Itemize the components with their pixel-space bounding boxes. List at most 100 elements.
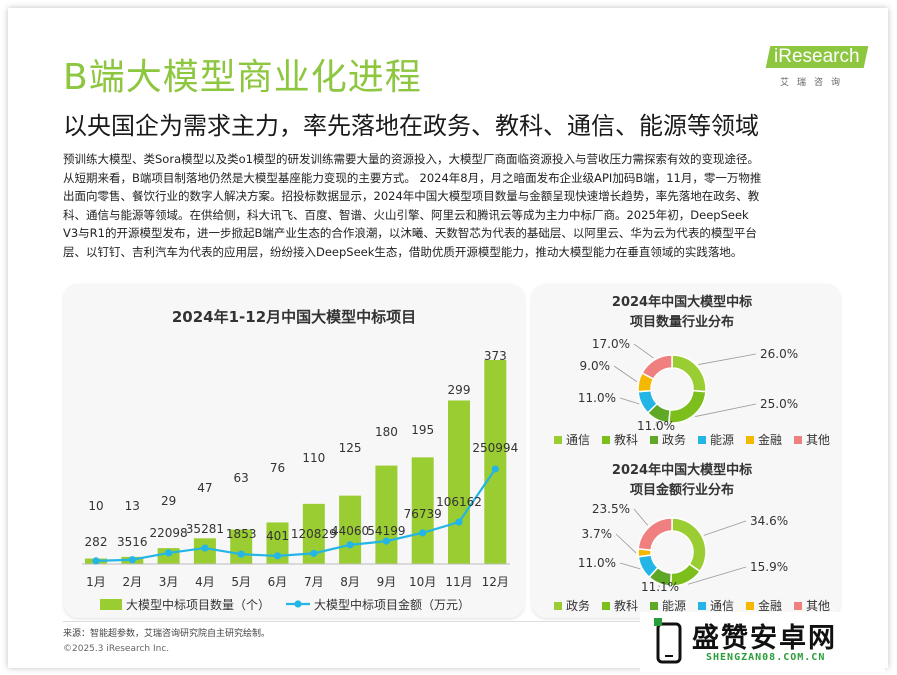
donut-2-leader-5 [615, 533, 637, 554]
x-tick-10: 10月 [409, 575, 436, 589]
x-tick-5: 5月 [231, 575, 251, 589]
bar-label-6: 76 [270, 461, 285, 475]
donut-2-legend-swatch-4 [698, 602, 706, 610]
bar-label-3: 29 [161, 494, 176, 508]
bar-label-12: 373 [484, 349, 507, 363]
amount-point-4 [201, 544, 209, 552]
amount-point-10 [419, 529, 427, 537]
donut-1-title-2: 项目数量行业分布 [630, 314, 734, 330]
donut-2-legend-swatch-6 [794, 602, 802, 610]
body-line-4: 科、通信与能源等领域。在供给侧，科大讯飞、百度、智谱、火山引擎、阿里云和腾讯云等… [63, 207, 749, 222]
donut-2-legend-swatch-5 [746, 602, 754, 610]
donut-2-label-1: 34.6% [750, 514, 788, 528]
phone-icon [654, 618, 682, 664]
amount-label-11: 106162 [436, 495, 482, 509]
bar-chart-panel: 2024年1-12月中国大模型中标项目 10 1月 13 2月 29 3月 47 4月 63 5月 7… [64, 284, 524, 618]
amount-label-1: 282 [85, 535, 108, 549]
body-line-6: 层、以钉钉、吉利汽车为代表的应用层，纷纷接入DeepSeek生态，借助优质开源模… [63, 244, 743, 259]
legend-line-dot [294, 600, 302, 608]
bar-label-11: 299 [448, 383, 471, 397]
logo-cn: 艾瑞咨询 [780, 78, 849, 88]
x-tick-2: 2月 [122, 575, 142, 589]
donut-1-legend-label-4: 能源 [710, 433, 734, 447]
donut-2-legend-label-2: 教科 [614, 598, 638, 613]
donut-1-label-2: 25.0% [760, 397, 798, 411]
amount-point-3 [165, 549, 173, 557]
donut-1-legend-swatch-5 [746, 436, 754, 444]
donut-2-legend-label-4: 通信 [710, 599, 734, 613]
donut-1-legend-label-2: 教科 [614, 432, 638, 447]
donut-2-leader-4 [619, 562, 641, 570]
x-tick-7: 7月 [304, 575, 324, 589]
donut-2-label-4: 11.0% [578, 556, 616, 570]
amount-line [95, 468, 497, 562]
bar-6 [266, 522, 289, 564]
x-tick-11: 11月 [445, 575, 472, 589]
logo-brand: iResearch [765, 46, 868, 68]
donut-1-leader-4 [619, 397, 640, 405]
bar-label-4: 47 [197, 481, 212, 495]
amount-point-7 [310, 549, 318, 557]
donut-1-slice-1 [671, 354, 707, 393]
donut-1-legend-label-6: 其他 [806, 433, 830, 447]
body-line-1: 预训练大模型、类Sora模型以及类o1模型的研发训练需要大量的资源投入，大模型厂… [63, 152, 759, 166]
amount-point-9 [382, 537, 390, 545]
amount-label-2: 3516 [117, 535, 148, 549]
bar-label-7: 110 [302, 451, 325, 465]
bar-11 [448, 400, 470, 564]
x-tick-8: 8月 [340, 575, 360, 589]
slide: B端大模型商业化进程 以央国企为需求主力，率先落地在政务、教科、通信、能源等领域… [8, 8, 888, 668]
donut-2-legend-label-3: 能源 [662, 599, 686, 613]
donut-1-label-1: 26.0% [760, 347, 798, 361]
bar-label-10: 195 [411, 423, 434, 437]
amount-point-8 [346, 541, 354, 549]
donut-2-legend-label-6: 其他 [806, 599, 830, 613]
watermark-url: SHENGZAN08.COM.CN [706, 652, 826, 663]
donut-1-legend-swatch-1 [554, 436, 562, 444]
donut-1-slice-6 [641, 354, 673, 381]
bar-12 [484, 360, 507, 564]
donut-2-label-2: 15.9% [750, 560, 788, 574]
bar-10 [411, 457, 434, 564]
bar-7 [302, 503, 325, 564]
x-tick-4: 4月 [195, 575, 215, 589]
donut-2-label-5: 3.7% [582, 527, 613, 541]
bar-label-9: 180 [375, 425, 398, 439]
donut-1-leader-2 [695, 403, 757, 417]
page-title: B端大模型商业化进程 [63, 57, 422, 98]
donut-1-legend-label-3: 政务 [662, 432, 686, 447]
watermark-text: 盛赞安卓网 [692, 623, 837, 654]
donut-charts-panel: 2024年中国大模型中标 项目数量行业分布 26.0% 25.0% 11.0% 11.0%… [532, 284, 840, 618]
x-tick-1: 1月 [86, 575, 106, 589]
donut-2-legend-label-5: 金融 [758, 598, 782, 613]
bar-label-2: 13 [125, 499, 140, 513]
bar-label-5: 63 [234, 471, 249, 485]
x-tick-6: 6月 [268, 575, 288, 589]
amount-label-8: 44060 [331, 524, 369, 538]
site-watermark: 盛赞安卓网 SHENGZAN08.COM.CN [640, 612, 885, 672]
donut-1-leader-6 [633, 343, 654, 359]
donut-1-legend-swatch-2 [602, 436, 610, 444]
donut-1-legend-label-1: 通信 [566, 433, 590, 447]
footer-divider [63, 621, 843, 622]
donut-1-label-4: 11.0% [578, 391, 616, 405]
amount-label-6: 401 [266, 529, 289, 543]
amount-point-1 [92, 557, 100, 565]
donut-1-leader-5 [613, 365, 637, 382]
x-tick-3: 3月 [159, 575, 179, 589]
legend-line-label: 大模型中标项目金额（万元） [314, 597, 470, 612]
donut-2-label-6: 23.5% [592, 502, 630, 516]
bar-label-8: 125 [339, 441, 362, 455]
x-tick-9: 9月 [377, 575, 397, 589]
donut-2-label-3: 11.1% [641, 580, 679, 594]
donut-1-label-3: 11.0% [637, 419, 675, 433]
donut-1-label-6: 17.0% [592, 337, 630, 351]
donut-1-label-5: 9.0% [580, 359, 611, 373]
donut-2-leader-6 [633, 508, 649, 526]
donut-2-legend-label-1: 政务 [566, 598, 590, 613]
donut-1-title-1: 2024年中国大模型中标 [612, 294, 752, 310]
donut-2-leader-2 [687, 566, 747, 585]
donut-2-slice-6 [637, 517, 673, 551]
amount-label-5: 1853 [226, 527, 257, 541]
copyright: ©2025.3 iResearch Inc. [63, 644, 170, 654]
